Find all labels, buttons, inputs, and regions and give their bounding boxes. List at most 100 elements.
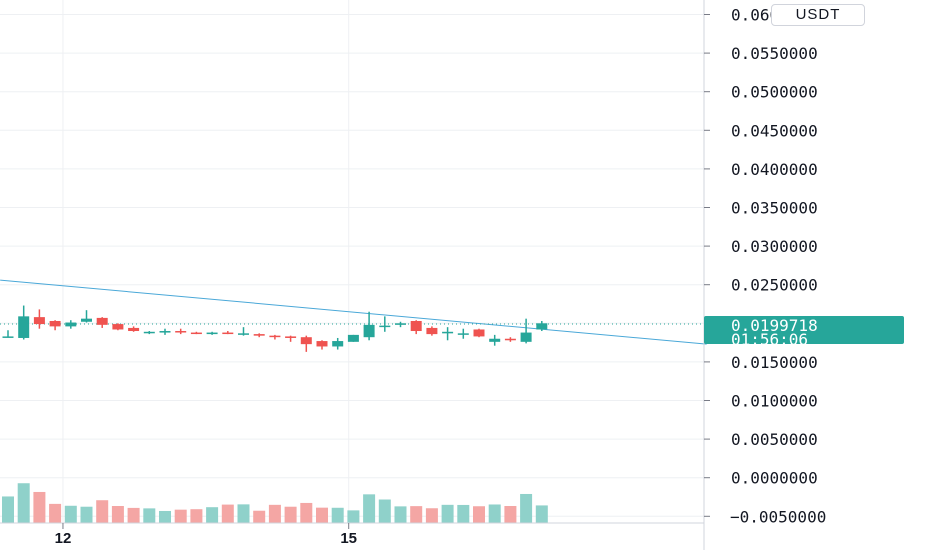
candle-down	[300, 335, 312, 352]
candle-down	[316, 340, 328, 350]
candle-up	[65, 320, 77, 329]
time-tick-label: 15	[340, 530, 357, 547]
volume-bar-down	[316, 507, 328, 523]
volume-bar-down	[473, 506, 485, 523]
time-axis[interactable]: 12 15	[0, 522, 704, 547]
candle-body	[49, 320, 61, 327]
candle-body	[363, 324, 375, 338]
price-tick-label: 0.0500000	[731, 83, 818, 102]
candle-up	[206, 331, 218, 335]
candle-up	[2, 330, 14, 338]
volume-bar-up	[535, 505, 548, 523]
candle-body	[426, 327, 438, 335]
price-tick-label: 0.0250000	[731, 276, 818, 295]
candle-body	[269, 335, 281, 338]
volume-bar-down	[300, 502, 313, 523]
candle-down	[473, 328, 485, 338]
candle-down	[253, 333, 265, 338]
price-axis[interactable]: 0.06000000.05500000.05000000.04500000.04…	[703, 0, 826, 550]
volume-bar-up	[64, 505, 77, 523]
candle-up	[379, 316, 391, 332]
volume-bar-down	[127, 507, 140, 523]
candle-down	[96, 317, 108, 328]
candle-up	[442, 327, 454, 341]
candle-down	[128, 326, 140, 332]
volume-bar-down	[425, 508, 438, 523]
trendline-layer	[0, 279, 707, 345]
price-tick-label: 0.0000000	[731, 469, 818, 488]
price-tick-label: 0.0050000	[731, 430, 818, 449]
candle-body	[96, 317, 108, 325]
price-tick-label: −0.0050000	[730, 507, 826, 526]
candle-down	[175, 328, 187, 335]
candle-body	[285, 336, 297, 338]
candle-body	[65, 322, 77, 327]
candle-up	[489, 334, 501, 346]
candle-body	[190, 332, 202, 335]
volume-bar-up	[347, 510, 360, 523]
candle-up	[332, 337, 344, 350]
volume-bar-up	[159, 510, 171, 523]
candle-down	[410, 320, 422, 335]
volume-bar-up	[394, 506, 407, 523]
volume-bar-down	[221, 504, 234, 523]
candle-body	[379, 325, 391, 328]
volume-bar-up	[488, 504, 501, 523]
volume-bar-up	[331, 507, 344, 523]
volume-bars	[2, 483, 548, 523]
candle-body	[395, 323, 406, 325]
price-tick-label: 0.0150000	[731, 353, 818, 372]
candle-body	[316, 341, 328, 347]
volume-bar-down	[268, 504, 281, 523]
volume-bar-down	[284, 506, 297, 523]
currency-badge[interactable]: USDT	[771, 4, 865, 26]
candle-body	[128, 327, 140, 332]
candle-body	[175, 331, 187, 333]
candle-body	[159, 331, 171, 333]
candle-body	[442, 331, 454, 334]
candle-down	[269, 334, 281, 340]
volume-bar-up	[237, 504, 250, 523]
volume-bar-up	[143, 508, 156, 523]
volume-bar-down	[410, 506, 423, 523]
candle-up	[536, 320, 548, 332]
candle-body	[2, 336, 14, 338]
price-tick-label: 0.0350000	[731, 199, 818, 218]
volume-bar-down	[111, 506, 124, 523]
volume-bar-up	[206, 507, 219, 523]
candle-up	[159, 328, 171, 335]
candle-body	[332, 341, 344, 347]
candle-down	[112, 323, 124, 331]
candle-up	[238, 327, 249, 336]
candle-body	[489, 338, 501, 342]
price-tick-label: 0.0400000	[731, 160, 818, 179]
price-tick-label: 0.0550000	[731, 44, 818, 63]
candle-up	[81, 310, 92, 323]
volume-bar-down	[504, 506, 517, 523]
candle-body	[18, 316, 30, 338]
candle-up	[347, 334, 359, 342]
candle-body	[33, 317, 45, 325]
candle-up	[395, 321, 406, 328]
candle-down	[285, 335, 297, 342]
candle-body	[81, 318, 92, 322]
volume-bar-up	[17, 483, 30, 523]
candles	[2, 305, 548, 352]
candle-body	[457, 333, 469, 335]
candle-body	[143, 331, 155, 334]
candle-up	[18, 305, 30, 340]
volume-bar-down	[190, 509, 203, 523]
candle-body	[238, 333, 249, 335]
candle-countdown: 01:56:06	[731, 330, 808, 349]
candle-body	[253, 334, 265, 336]
candle-up	[520, 318, 532, 344]
volume-bar-up	[80, 506, 93, 523]
volume-bar-up	[441, 504, 454, 523]
trendline	[0, 279, 707, 345]
candle-down	[49, 320, 61, 331]
candle-body	[347, 334, 359, 342]
candle-up	[143, 331, 155, 335]
price-tick-label: 0.0100000	[731, 392, 818, 411]
price-tick-label: 0.0450000	[731, 121, 818, 140]
